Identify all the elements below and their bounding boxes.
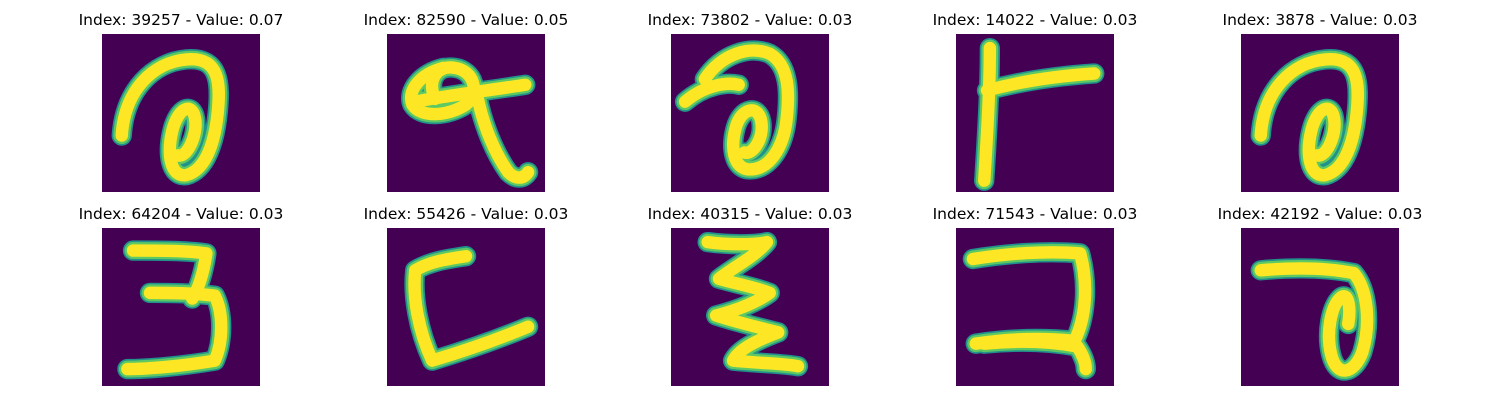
panel-8: Index: 40315 - Value: 0.03 bbox=[600, 194, 900, 386]
panel-title: Index: 73802 - Value: 0.03 bbox=[647, 11, 853, 29]
digit-image-l-shape bbox=[387, 228, 545, 386]
digit-image-loop-hook bbox=[102, 34, 260, 192]
panel-title: Index: 42192 - Value: 0.03 bbox=[1217, 205, 1423, 223]
digit-image bbox=[387, 228, 545, 386]
panel-3: Index: 73802 - Value: 0.03 bbox=[600, 0, 900, 192]
glyph-stroke bbox=[678, 44, 795, 176]
digit-image bbox=[671, 34, 829, 192]
panel-title: Index: 39257 - Value: 0.07 bbox=[78, 11, 284, 29]
panel-title: Index: 71543 - Value: 0.03 bbox=[932, 205, 1138, 223]
glyph-stroke bbox=[408, 250, 535, 367]
digit-image bbox=[387, 34, 545, 192]
panel-1: Index: 39257 - Value: 0.07 bbox=[31, 0, 331, 192]
digit-image bbox=[956, 34, 1114, 192]
glyph-stroke bbox=[404, 61, 535, 184]
glyph-stroke bbox=[121, 244, 228, 376]
panel-title: Index: 55426 - Value: 0.03 bbox=[363, 205, 569, 223]
glyph-stroke bbox=[1254, 262, 1374, 377]
panel-6: Index: 64204 - Value: 0.03 bbox=[31, 194, 331, 386]
glyph-stroke bbox=[115, 53, 225, 182]
digit-image bbox=[1241, 228, 1399, 386]
glyph-stroke bbox=[701, 235, 805, 373]
digit-image bbox=[102, 34, 260, 192]
digit-image-t-shape bbox=[956, 34, 1114, 192]
digit-image-hook-bracket bbox=[956, 228, 1114, 386]
panel-7: Index: 55426 - Value: 0.03 bbox=[316, 194, 616, 386]
panel-4: Index: 14022 - Value: 0.03 bbox=[885, 0, 1185, 192]
digit-image-loop-tail bbox=[387, 34, 545, 192]
panel-title: Index: 64204 - Value: 0.03 bbox=[78, 205, 284, 223]
panel-title: Index: 3878 - Value: 0.03 bbox=[1222, 11, 1418, 29]
panel-5: Index: 3878 - Value: 0.03 bbox=[1170, 0, 1470, 192]
digit-image bbox=[1241, 34, 1399, 192]
panel-title: Index: 14022 - Value: 0.03 bbox=[932, 11, 1138, 29]
digit-image-zigzag bbox=[671, 228, 829, 386]
glyph-stroke bbox=[1254, 53, 1364, 182]
digit-image-three bbox=[102, 228, 260, 386]
digit-image-t-loop bbox=[1241, 228, 1399, 386]
digit-image bbox=[671, 228, 829, 386]
panel-title: Index: 82590 - Value: 0.05 bbox=[363, 11, 569, 29]
digit-image-loop-hook-small bbox=[671, 34, 829, 192]
digit-image-loop-hook bbox=[1241, 34, 1399, 192]
glyph-stroke bbox=[966, 246, 1092, 376]
digit-image bbox=[102, 228, 260, 386]
panel-title: Index: 40315 - Value: 0.03 bbox=[647, 205, 853, 223]
digit-image bbox=[956, 228, 1114, 386]
panel-10: Index: 42192 - Value: 0.03 bbox=[1170, 194, 1470, 386]
glyph-stroke bbox=[978, 41, 1101, 187]
panel-9: Index: 71543 - Value: 0.03 bbox=[885, 194, 1185, 386]
panel-2: Index: 82590 - Value: 0.05 bbox=[316, 0, 616, 192]
